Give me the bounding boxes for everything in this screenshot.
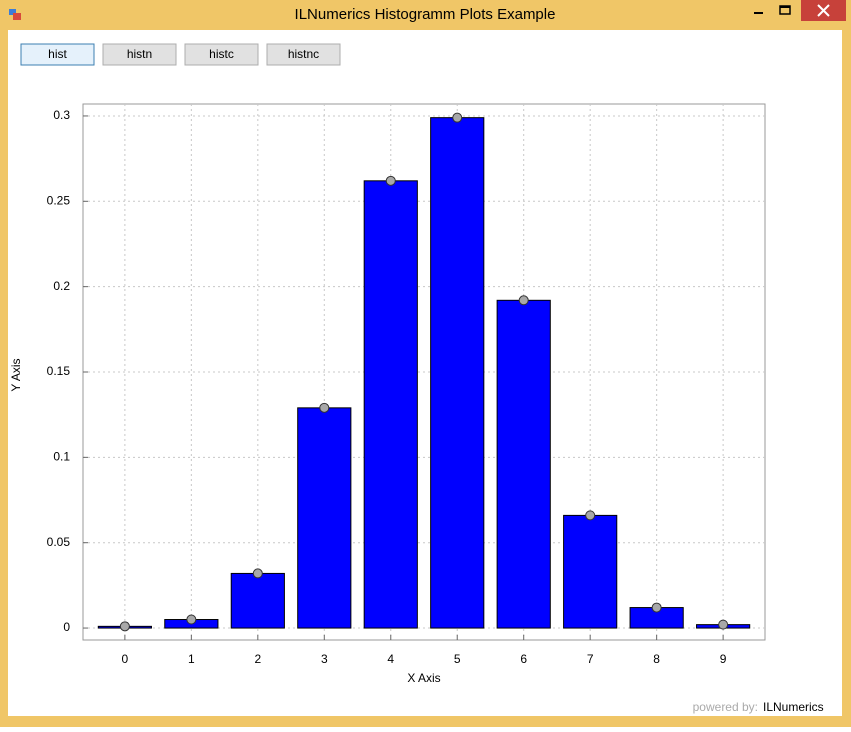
bar [363,180,418,629]
x-tick-label: 2 [254,652,261,666]
y-tick-label: 0.05 [47,535,71,549]
y-tick-label: 0.2 [53,279,70,293]
x-tick-label: 1 [188,652,195,666]
button-label[interactable]: histnc [288,47,319,61]
bar-marker [518,295,529,306]
chart: X Axis Y Axis 0 0.05 0.1 0.15 0.2 0.25 0.3 0 1 2 3… [9,103,766,685]
button-face[interactable] [102,43,177,66]
window-title: ILNumerics Histogramm Plots Example [295,6,556,23]
button-label[interactable]: histc [209,47,234,61]
bar [297,407,352,629]
x-tick-label: 5 [454,652,461,666]
tab-button[interactable]: histn [102,43,177,66]
maximize-button[interactable] [779,5,791,15]
bar-marker [718,619,729,630]
y-tick-label: 0.3 [53,108,70,122]
x-tick-label: 0 [122,652,129,666]
minimize-button[interactable] [745,2,772,22]
y-tick-label: 0.1 [53,450,70,464]
bar-marker [385,175,396,186]
x-axis-label: X Axis [407,671,440,685]
y-axis-label: Y Axis [9,358,23,391]
bar-marker [186,614,197,625]
x-tick-label: 8 [653,652,660,666]
bar [563,514,618,629]
bar [230,572,285,629]
bar [430,117,485,629]
x-tick-label: 7 [587,652,594,666]
footer-brand: ILNumerics [763,700,824,714]
button-face[interactable] [184,43,259,66]
bar-marker [452,112,463,123]
x-tick-label: 6 [520,652,527,666]
bar-marker [252,568,263,579]
bar-marker [585,510,596,521]
button-label[interactable]: histn [127,47,152,61]
x-tick-label: 3 [321,652,328,666]
y-tick-label: 0.25 [47,193,71,207]
bar-marker [119,621,130,632]
x-tick-label: 9 [720,652,727,666]
x-tick-label: 4 [387,652,394,666]
tab-button[interactable]: histnc [266,43,341,66]
y-tick-label: 0 [63,620,70,634]
bar [496,299,551,629]
bar-marker [319,402,330,413]
y-tick-label: 0.15 [47,364,71,378]
button-face[interactable] [266,43,341,66]
app-icon [9,9,21,20]
tab-button[interactable]: hist [20,43,95,66]
tab-button[interactable]: histc [184,43,259,66]
footer-prefix: powered by: [693,700,758,714]
close-button[interactable] [801,0,846,21]
button-label[interactable]: hist [48,47,67,61]
bar-marker [651,602,662,613]
button-face[interactable] [20,43,95,66]
